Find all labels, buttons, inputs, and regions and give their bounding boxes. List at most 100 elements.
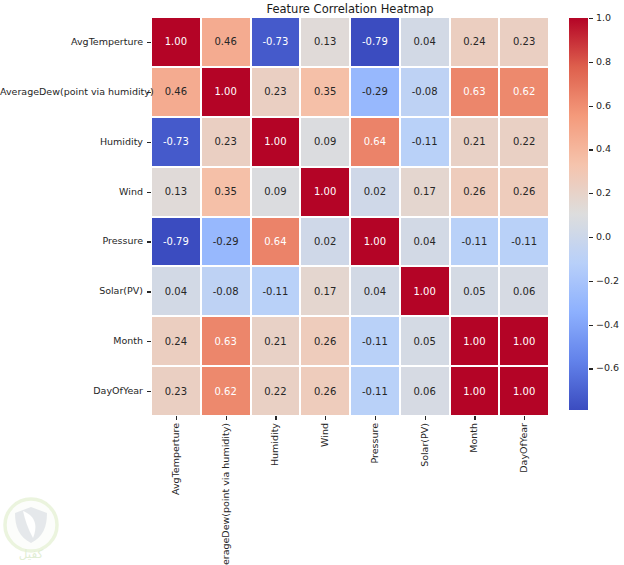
- heatmap-cell: 0.21: [252, 317, 300, 365]
- x-axis-label: Month: [469, 423, 480, 453]
- cell-value: 0.13: [314, 36, 336, 47]
- colorbar-tick-label: −0.6: [596, 362, 619, 374]
- x-axis-label: AverageDew(point via humidity): [220, 423, 231, 565]
- heatmap-cell: 0.64: [351, 118, 399, 166]
- cell-value: 0.62: [513, 86, 535, 97]
- heatmap-cell: 0.35: [301, 68, 349, 116]
- y-axis-label: DayOfYear: [0, 385, 143, 397]
- cell-value: 0.02: [314, 236, 336, 247]
- x-tick: [524, 416, 525, 420]
- cell-value: -0.08: [213, 286, 239, 297]
- cell-value: 0.24: [165, 336, 187, 347]
- cell-value: 0.26: [463, 186, 485, 197]
- heatmap-cell: -0.29: [351, 68, 399, 116]
- cell-value: 0.13: [165, 186, 187, 197]
- cell-value: 0.04: [413, 36, 435, 47]
- y-axis-label: Pressure: [0, 235, 143, 247]
- x-tick: [425, 416, 426, 420]
- y-axis-label: Month: [0, 335, 143, 347]
- heatmap-cell: 0.02: [351, 168, 399, 216]
- cell-value: 1.00: [165, 36, 187, 47]
- cell-value: 1.00: [413, 286, 435, 297]
- cell-value: -0.73: [163, 136, 189, 147]
- y-tick: [147, 92, 151, 93]
- cell-value: 0.23: [214, 136, 236, 147]
- colorbar-tick: [589, 106, 593, 107]
- figure: Feature Correlation Heatmap 1.000.46-0.7…: [0, 0, 624, 565]
- cell-value: 0.02: [364, 186, 386, 197]
- cell-value: 0.62: [214, 386, 236, 397]
- heatmap-cell: -0.11: [451, 218, 499, 266]
- y-tick: [147, 241, 151, 242]
- heatmap-cell: 0.62: [500, 68, 548, 116]
- cell-value: 0.46: [165, 86, 187, 97]
- colorbar-tick: [589, 149, 593, 150]
- heatmap-cell: -0.11: [401, 118, 449, 166]
- cell-value: 1.00: [463, 336, 485, 347]
- heatmap-cell: 0.09: [252, 168, 300, 216]
- heatmap-cell: 0.05: [451, 267, 499, 315]
- cell-value: 0.63: [463, 86, 485, 97]
- x-axis-label: Humidity: [270, 423, 281, 466]
- x-axis-label: Pressure: [369, 423, 380, 464]
- colorbar-tick-label: 0.2: [596, 187, 611, 199]
- colorbar-tick-label: −0.4: [596, 319, 619, 331]
- x-axis-label: Wind: [320, 423, 331, 447]
- heatmap-cell: -0.08: [202, 267, 250, 315]
- cell-value: 0.17: [314, 286, 336, 297]
- heatmap-cell: 0.09: [301, 118, 349, 166]
- cell-value: 0.23: [264, 86, 286, 97]
- cell-value: 0.23: [513, 36, 535, 47]
- cell-value: 0.26: [314, 386, 336, 397]
- heatmap-cell: 1.00: [252, 118, 300, 166]
- y-tick: [147, 291, 151, 292]
- heatmap-cell: 0.17: [401, 168, 449, 216]
- cell-value: -0.11: [262, 286, 288, 297]
- heatmap-cell: 0.23: [500, 18, 548, 66]
- cell-value: 0.26: [513, 186, 535, 197]
- heatmap-cell: 1.00: [202, 68, 250, 116]
- heatmap-cell: 0.02: [301, 218, 349, 266]
- cell-value: 0.22: [513, 136, 535, 147]
- heatmap-cell: 0.13: [301, 18, 349, 66]
- colorbar: [569, 18, 588, 410]
- heatmap-cell: -0.29: [202, 218, 250, 266]
- heatmap-cell: 0.23: [252, 68, 300, 116]
- colorbar-tick-label: 0.6: [596, 100, 611, 112]
- heatmap-cell: 1.00: [301, 168, 349, 216]
- cell-value: 0.35: [214, 186, 236, 197]
- heatmap-cell: 0.05: [401, 317, 449, 365]
- y-axis-label: Humidity: [0, 136, 143, 148]
- cell-value: -0.79: [362, 36, 388, 47]
- x-tick: [325, 416, 326, 420]
- heatmap-cell: 0.04: [401, 18, 449, 66]
- cell-value: 0.09: [264, 186, 286, 197]
- cell-value: 0.64: [364, 136, 386, 147]
- heatmap-cell: 0.26: [301, 367, 349, 415]
- colorbar-tick: [589, 281, 593, 282]
- heatmap-cell: -0.11: [500, 218, 548, 266]
- cell-value: 0.06: [513, 286, 535, 297]
- cell-value: -0.11: [461, 236, 487, 247]
- heatmap-cell: -0.11: [351, 317, 399, 365]
- watermark-text: كفيل: [19, 547, 44, 561]
- heatmap-cell: 0.13: [152, 168, 200, 216]
- cell-value: 1.00: [264, 136, 286, 147]
- heatmap-cell: 1.00: [500, 367, 548, 415]
- colorbar-tick: [589, 368, 593, 369]
- colorbar-tick: [589, 62, 593, 63]
- cell-value: 1.00: [214, 86, 236, 97]
- cell-value: -0.29: [362, 86, 388, 97]
- x-tick: [474, 416, 475, 420]
- x-tick: [375, 416, 376, 420]
- heatmap-cell: 1.00: [152, 18, 200, 66]
- heatmap-cell: 0.21: [451, 118, 499, 166]
- colorbar-tick-label: 0.0: [596, 231, 611, 243]
- cell-value: 0.05: [413, 336, 435, 347]
- colorbar-tick: [589, 18, 593, 19]
- colorbar-tick-label: −0.2: [596, 275, 619, 287]
- heatmap-cell: 0.46: [202, 18, 250, 66]
- heatmap-cell: -0.11: [351, 367, 399, 415]
- heatmap-cell: 0.22: [500, 118, 548, 166]
- cell-value: -0.11: [511, 236, 537, 247]
